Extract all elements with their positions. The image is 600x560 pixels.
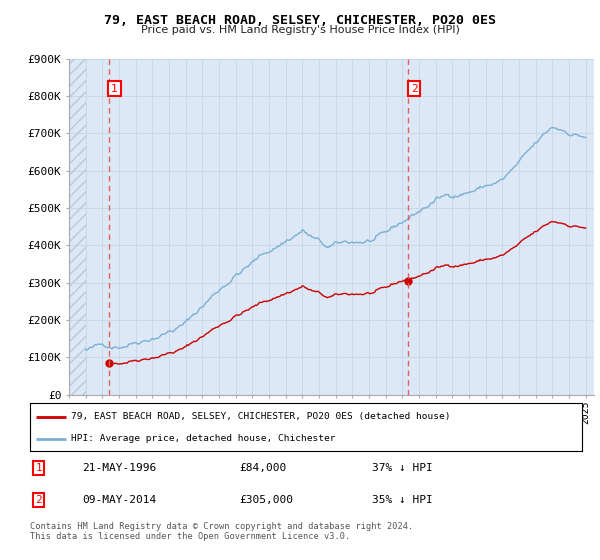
Text: £305,000: £305,000: [240, 495, 294, 505]
Text: 37% ↓ HPI: 37% ↓ HPI: [372, 463, 433, 473]
Text: 1: 1: [35, 463, 42, 473]
Text: 21-MAY-1996: 21-MAY-1996: [82, 463, 157, 473]
Text: Contains HM Land Registry data © Crown copyright and database right 2024.
This d: Contains HM Land Registry data © Crown c…: [30, 522, 413, 542]
Bar: [69, 59, 86, 395]
Text: 2: 2: [35, 495, 42, 505]
Text: 35% ↓ HPI: 35% ↓ HPI: [372, 495, 433, 505]
Text: HPI: Average price, detached house, Chichester: HPI: Average price, detached house, Chic…: [71, 435, 336, 444]
Text: 79, EAST BEACH ROAD, SELSEY, CHICHESTER, PO20 0ES: 79, EAST BEACH ROAD, SELSEY, CHICHESTER,…: [104, 14, 496, 27]
Text: 2: 2: [410, 83, 418, 94]
Bar: [69, 59, 86, 395]
Text: 1: 1: [111, 83, 118, 94]
Text: Price paid vs. HM Land Registry's House Price Index (HPI): Price paid vs. HM Land Registry's House …: [140, 25, 460, 35]
Text: 79, EAST BEACH ROAD, SELSEY, CHICHESTER, PO20 0ES (detached house): 79, EAST BEACH ROAD, SELSEY, CHICHESTER,…: [71, 412, 451, 421]
Text: £84,000: £84,000: [240, 463, 287, 473]
Text: 09-MAY-2014: 09-MAY-2014: [82, 495, 157, 505]
